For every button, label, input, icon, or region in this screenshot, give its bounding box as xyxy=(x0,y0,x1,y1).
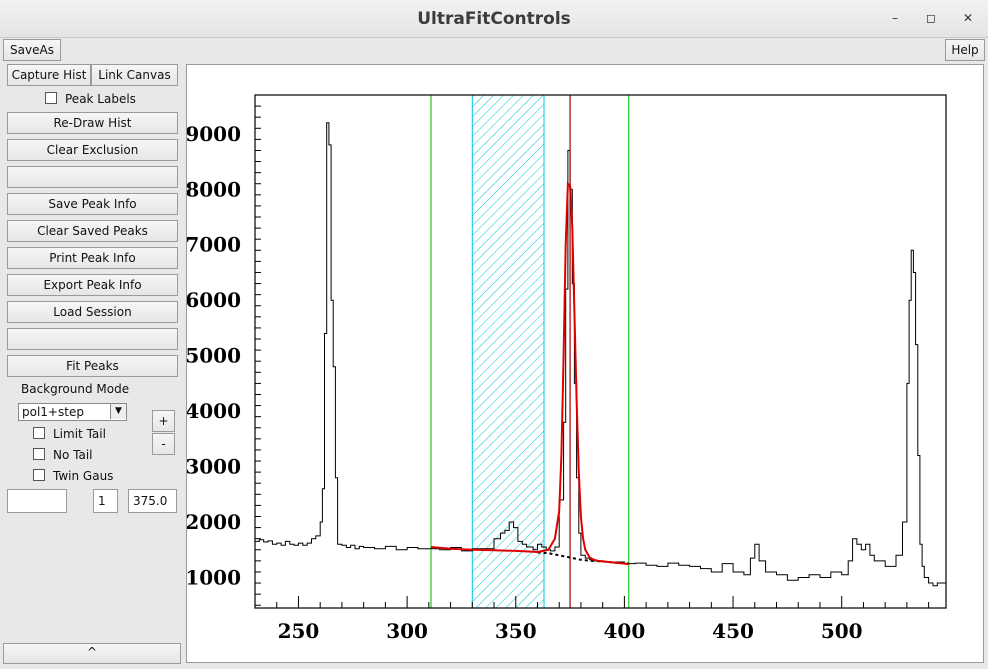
y-tick-label: 6000 xyxy=(187,288,241,312)
redraw-hist-button[interactable]: Re-Draw Hist xyxy=(7,112,178,134)
background-mode-label: Background Mode xyxy=(21,382,130,396)
background-fit-curve xyxy=(537,551,629,565)
histogram-plot[interactable]: 250 300 350 400 450 500 1000 2000 3000 4000 5000 60… xyxy=(185,65,983,662)
clear-exclusion-button[interactable]: Clear Exclusion xyxy=(7,139,178,161)
export-peak-info-button[interactable]: Export Peak Info xyxy=(7,274,178,296)
collapse-button[interactable]: ^ xyxy=(3,643,181,664)
x-tick-label: 300 xyxy=(386,619,428,643)
checkbox-icon xyxy=(45,92,57,104)
twin-gaus-checkbox[interactable]: Twin Gaus xyxy=(33,469,113,483)
x-tick-label: 350 xyxy=(495,619,537,643)
capture-hist-button[interactable]: Capture Hist xyxy=(7,64,91,86)
x-tick-label: 450 xyxy=(712,619,754,643)
menu-bar: SaveAs Help xyxy=(0,38,988,62)
y-tick-label: 8000 xyxy=(187,177,241,201)
x-tick-label: 400 xyxy=(604,619,646,643)
y-tick-label: 2000 xyxy=(187,510,241,534)
plot-canvas[interactable]: 250 300 350 400 450 500 1000 2000 3000 4000 5000 60… xyxy=(185,64,984,663)
plot-frame xyxy=(254,94,947,609)
minus-button[interactable]: - xyxy=(152,433,175,455)
close-icon[interactable]: ✕ xyxy=(962,11,974,25)
no-tail-checkbox[interactable]: No Tail xyxy=(33,448,93,462)
y-tick-label: 5000 xyxy=(187,344,241,368)
count-field[interactable]: 1 xyxy=(93,489,118,513)
peak-labels-checkbox[interactable]: Peak Labels xyxy=(45,92,136,106)
y-tick-label: 3000 xyxy=(187,455,241,479)
plus-button[interactable]: + xyxy=(152,410,175,432)
blank-button-2[interactable] xyxy=(7,328,178,350)
window-title: UltraFitControls xyxy=(417,9,571,29)
y-tick-label: 7000 xyxy=(187,233,241,257)
limit-tail-label: Limit Tail xyxy=(53,427,106,441)
save-peak-info-button[interactable]: Save Peak Info xyxy=(7,193,178,215)
checkbox-icon xyxy=(33,427,45,439)
minimize-icon[interactable]: – xyxy=(892,11,898,25)
histogram-series xyxy=(255,122,946,587)
fit-peaks-button[interactable]: Fit Peaks xyxy=(7,355,178,377)
checkbox-icon xyxy=(33,469,45,481)
y-tick-label: 1000 xyxy=(187,565,241,589)
x-tick-label: 250 xyxy=(278,619,320,643)
chevron-down-icon[interactable]: ▼ xyxy=(110,404,126,419)
print-peak-info-button[interactable]: Print Peak Info xyxy=(7,247,178,269)
checkbox-icon xyxy=(33,448,45,460)
exclusion-band xyxy=(471,94,545,609)
help-button[interactable]: Help xyxy=(945,39,985,61)
link-canvas-button[interactable]: Link Canvas xyxy=(91,64,178,86)
peak-labels-label: Peak Labels xyxy=(65,92,136,106)
maximize-icon[interactable]: ◻ xyxy=(926,11,936,25)
clear-saved-peaks-button[interactable]: Clear Saved Peaks xyxy=(7,220,178,242)
no-tail-label: No Tail xyxy=(53,448,93,462)
limit-tail-checkbox[interactable]: Limit Tail xyxy=(33,427,106,441)
twin-gaus-label: Twin Gaus xyxy=(53,469,114,483)
saveas-button[interactable]: SaveAs xyxy=(3,39,61,61)
text-input-empty[interactable] xyxy=(7,489,67,513)
blank-button-1[interactable] xyxy=(7,166,178,188)
title-bar: UltraFitControls – ◻ ✕ xyxy=(0,0,988,38)
y-tick-label: 9000 xyxy=(187,122,241,146)
y-tick-label: 4000 xyxy=(187,399,241,423)
background-mode-select[interactable]: pol1+step ▼ xyxy=(18,403,127,421)
background-mode-value: pol1+step xyxy=(22,405,84,419)
centroid-value-field[interactable]: 375.0 xyxy=(128,489,177,513)
x-tick-label: 500 xyxy=(821,619,863,643)
fit-curve xyxy=(430,180,629,566)
load-session-button[interactable]: Load Session xyxy=(7,301,178,323)
